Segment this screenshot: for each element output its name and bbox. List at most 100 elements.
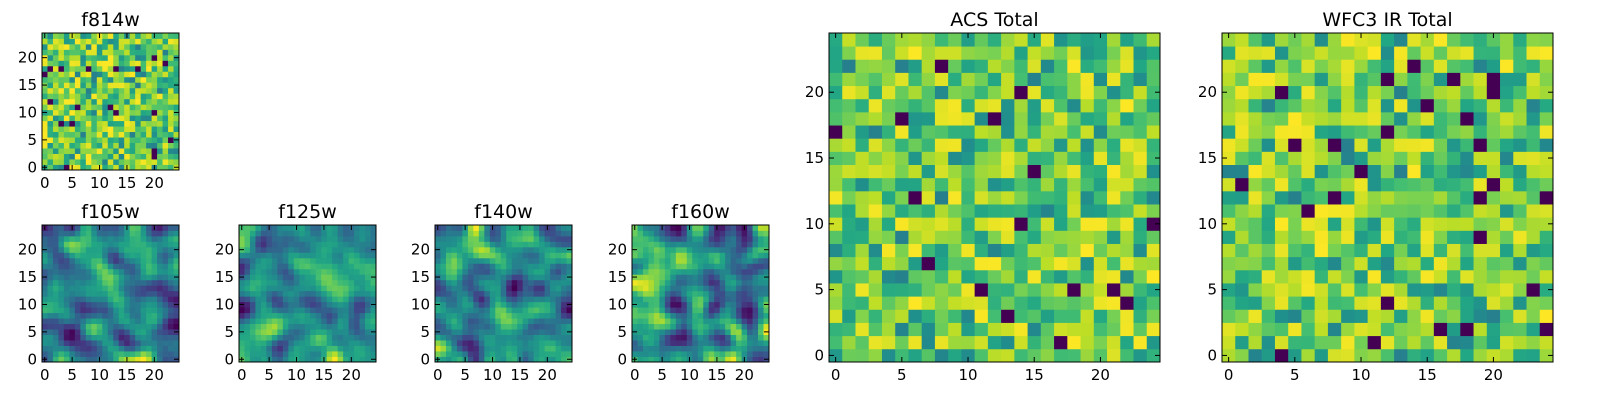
heatmap-cell	[730, 268, 737, 275]
heatmap-cell	[1500, 243, 1514, 258]
heatmap-cell	[118, 263, 125, 270]
heatmap-cell	[63, 49, 70, 56]
heatmap-cell	[659, 230, 666, 237]
heatmap-cell	[1274, 243, 1289, 258]
heatmap-cell	[255, 301, 262, 308]
heatmap-cell	[1014, 98, 1028, 113]
heatmap-cell	[934, 269, 949, 284]
heatmap-cell	[58, 329, 65, 335]
heatmap-cell	[52, 307, 59, 314]
heatmap-cell	[1500, 33, 1514, 47]
heatmap-cell	[533, 296, 540, 303]
heatmap-cell	[451, 312, 458, 319]
heatmap-cell	[321, 340, 328, 346]
heatmap-cell	[146, 334, 152, 341]
heatmap-cell	[129, 241, 136, 248]
heatmap-cell	[741, 263, 748, 270]
heatmap-cell	[1093, 322, 1108, 337]
heatmap-cell	[1394, 151, 1408, 165]
heatmap-cell	[648, 230, 655, 237]
heatmap-cell	[239, 285, 245, 292]
heatmap-cell	[908, 164, 923, 179]
heatmap-cell	[522, 290, 529, 297]
heatmap-cell	[539, 296, 545, 303]
heatmap-cell	[69, 104, 76, 111]
heatmap-cell	[555, 296, 562, 303]
heatmap-cell	[703, 279, 710, 286]
heatmap-cell	[1040, 230, 1055, 244]
heatmap-cell	[135, 252, 142, 259]
heatmap-cell	[299, 230, 306, 237]
heatmap-cell	[948, 138, 962, 152]
heatmap-cell	[522, 323, 529, 330]
heatmap-cell	[1526, 33, 1541, 47]
heatmap-cell	[173, 60, 180, 67]
heatmap-cell	[113, 93, 120, 100]
heatmap-cell	[714, 235, 721, 242]
heatmap-cell	[69, 329, 76, 335]
heatmap-cell	[266, 301, 273, 308]
heatmap-cell	[1014, 177, 1028, 192]
heatmap-cell	[895, 98, 909, 113]
heatmap-cell	[1014, 164, 1028, 179]
heatmap-cell	[741, 268, 748, 275]
heatmap-cell	[1120, 151, 1134, 165]
heatmap-cell	[173, 241, 180, 248]
heatmap-cell	[855, 335, 870, 350]
heatmap-cell	[47, 263, 54, 270]
heatmap-cell	[162, 38, 169, 45]
heatmap-cell	[435, 263, 441, 270]
heatmap-cell	[140, 312, 147, 319]
heatmap-cell	[42, 148, 48, 154]
heatmap-cell	[703, 263, 710, 270]
heatmap-cell	[1486, 138, 1501, 152]
heatmap-cell	[539, 312, 545, 319]
heatmap-cell	[763, 263, 770, 270]
heatmap-cell	[653, 323, 660, 330]
heatmap-cell	[566, 225, 573, 231]
heatmap-cell	[440, 225, 447, 231]
heatmap-cell	[69, 49, 76, 56]
heatmap-cell	[107, 285, 114, 292]
heatmap-cell	[703, 329, 710, 335]
heatmap-cell	[96, 279, 103, 286]
heatmap-cell	[686, 279, 693, 286]
heatmap-cell	[703, 340, 710, 346]
heatmap-cell	[987, 59, 1002, 73]
heatmap-cell	[517, 301, 524, 308]
heatmap-cell	[1539, 348, 1554, 363]
heatmap-cell	[146, 268, 152, 275]
heatmap-cell	[102, 54, 109, 61]
heatmap-cell	[462, 334, 469, 341]
heatmap-cell	[473, 345, 480, 352]
heatmap-cell	[659, 290, 666, 297]
heatmap-cell	[659, 235, 666, 242]
heatmap-cell	[1027, 59, 1042, 73]
heatmap-cell	[1526, 296, 1541, 310]
heatmap-cell	[829, 322, 843, 337]
heatmap-cell	[708, 356, 715, 363]
heatmap-cell	[239, 296, 245, 303]
heatmap-cell	[315, 279, 322, 286]
heatmap-cell	[1120, 59, 1134, 73]
heatmap-cell	[1080, 348, 1095, 363]
heatmap-cell	[135, 268, 142, 275]
heatmap-cell	[239, 230, 245, 237]
heatmap-cell	[151, 230, 158, 237]
heatmap-cell	[96, 159, 103, 165]
heatmap-cell	[146, 71, 152, 78]
y-tick-label: 5	[617, 323, 627, 341]
heatmap-cell	[244, 351, 251, 357]
heatmap-cell	[348, 285, 355, 292]
heatmap-cell	[1301, 164, 1316, 179]
heatmap-cell	[244, 241, 251, 248]
heatmap-cell	[1001, 164, 1015, 179]
heatmap-cell	[855, 348, 870, 363]
heatmap-cell	[642, 285, 649, 292]
heatmap-cell	[741, 230, 748, 237]
heatmap-cell	[908, 322, 923, 337]
heatmap-cell	[173, 104, 180, 111]
heatmap-cell	[1054, 111, 1068, 126]
heatmap-cell	[842, 125, 856, 139]
